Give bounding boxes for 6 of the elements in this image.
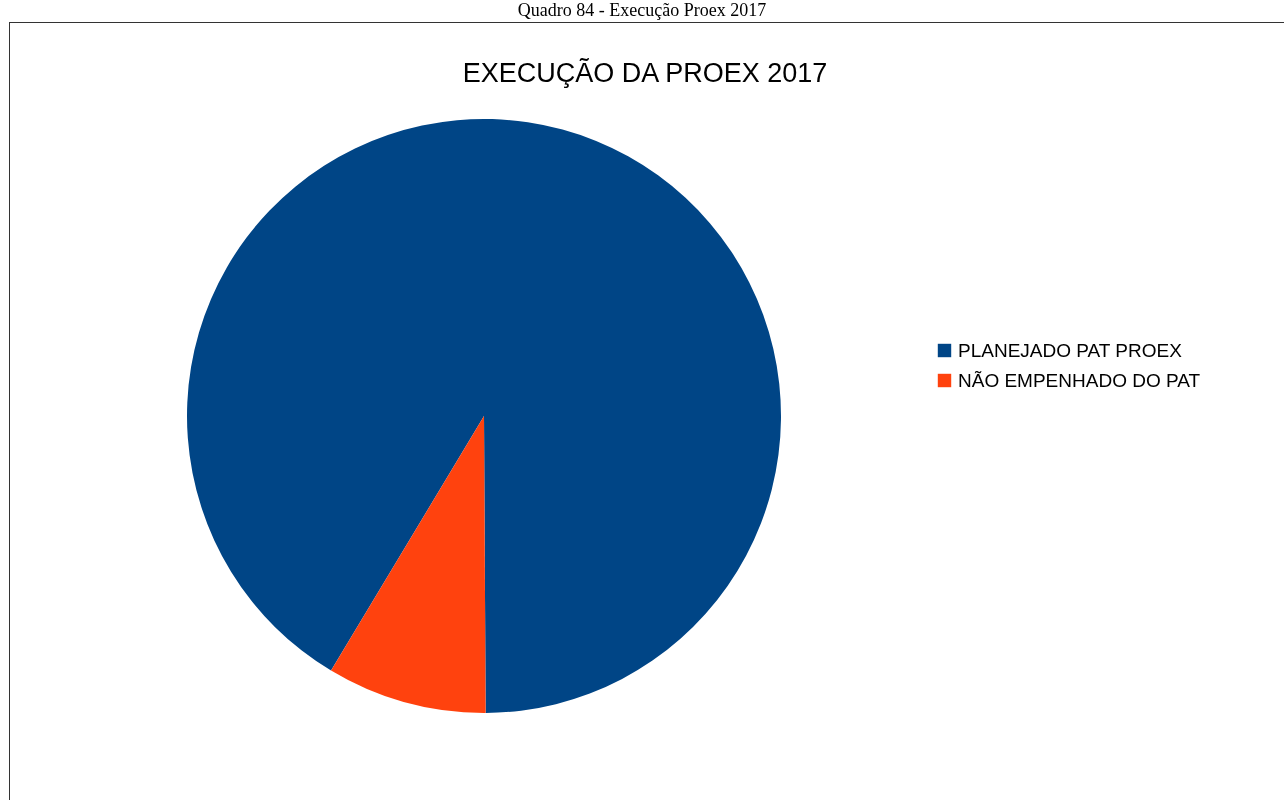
legend-label: NÃO EMPENHADO DO PAT: [958, 369, 1201, 391]
chart-title: EXECUÇÃO DA PROEX 2017: [462, 57, 828, 88]
text: Quadro 84 - Execução Proex 2017: [516, 0, 768, 22]
legend-label: PLANEJADO PAT PROEX: [958, 339, 1183, 361]
pie-slice: [331, 416, 486, 713]
pie-slice: [187, 119, 781, 713]
